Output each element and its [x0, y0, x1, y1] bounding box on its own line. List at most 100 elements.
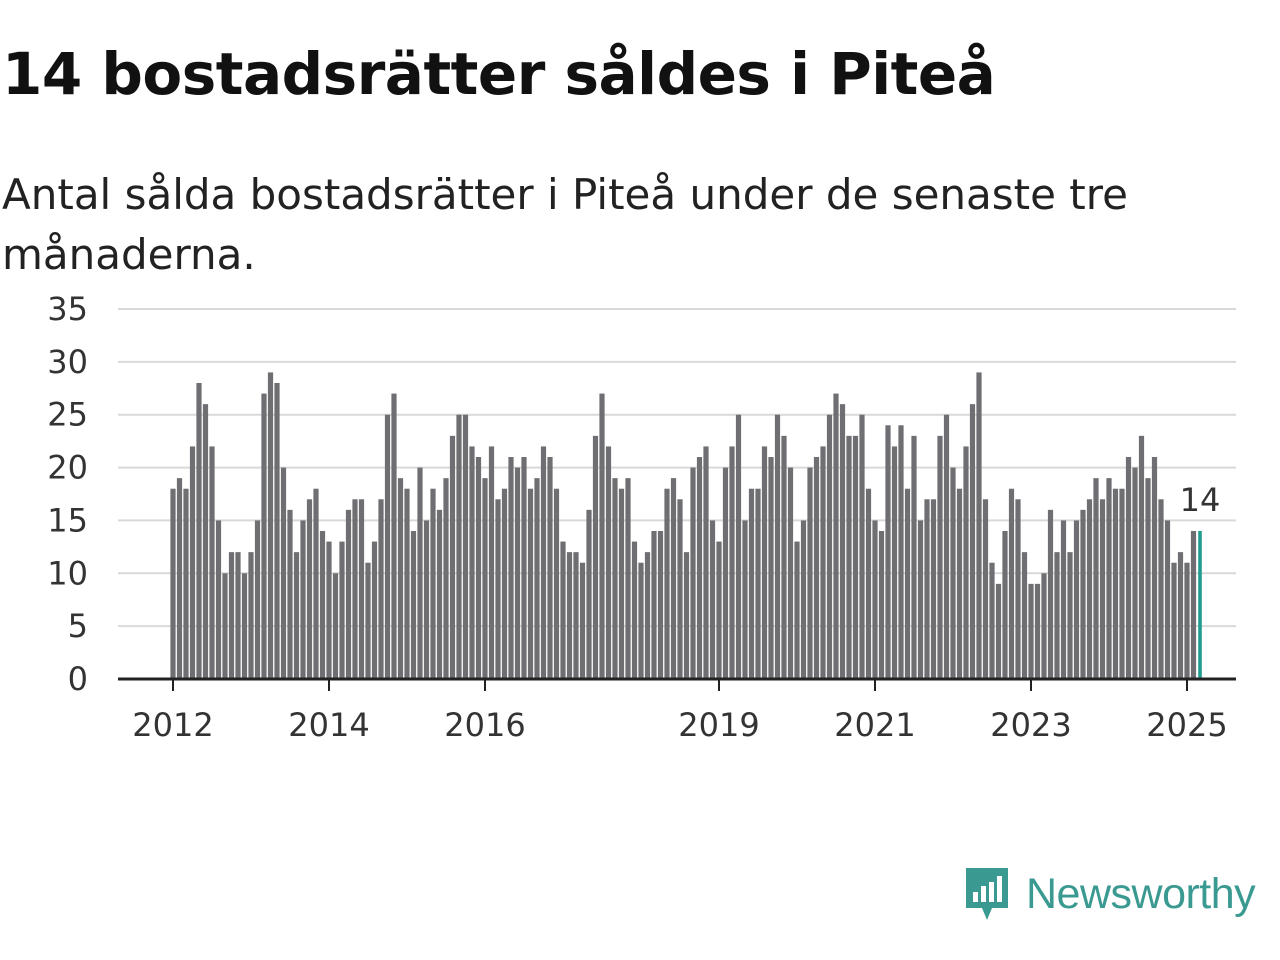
bar: [170, 488, 176, 679]
bar: [176, 478, 183, 679]
bar: [332, 573, 339, 679]
chart-subtitle: Antal sålda bostadsrätter i Piteå under …: [2, 170, 1128, 279]
bar: [586, 509, 592, 679]
bar: [293, 552, 300, 679]
bar: [319, 531, 326, 679]
bar: [566, 552, 573, 679]
x-tick-label: 2023: [990, 706, 1071, 744]
bar: [553, 488, 560, 679]
bar: [1158, 499, 1164, 679]
chart-title: 14 bostadsrätter såldes i Piteå: [2, 40, 996, 108]
bar: [573, 552, 579, 679]
bar: [989, 562, 995, 679]
bar: [1008, 488, 1015, 679]
bar: [300, 520, 306, 679]
bar: [579, 562, 586, 679]
bar: [1067, 552, 1073, 679]
bar: [365, 562, 371, 679]
bar: [937, 435, 943, 679]
bar: [313, 488, 319, 679]
bar: [690, 467, 696, 679]
bar: [430, 488, 436, 679]
bar: [1099, 499, 1106, 679]
y-tick-label: 5: [68, 607, 88, 645]
bar: [859, 414, 865, 679]
bar: [592, 435, 599, 679]
x-tick-label: 2025: [1146, 706, 1227, 744]
bar: [1151, 457, 1158, 679]
bar: [326, 541, 332, 679]
bar: [443, 478, 449, 679]
bar: [397, 478, 404, 679]
bar: [280, 467, 287, 679]
bar: [833, 393, 839, 679]
y-tick-label: 0: [68, 660, 88, 698]
bar: [189, 446, 196, 679]
bar: [846, 435, 852, 679]
bars-layer: [170, 372, 1202, 679]
bar: [287, 509, 293, 679]
bar: [917, 520, 924, 679]
bar: [254, 520, 261, 679]
bar: [956, 488, 963, 679]
bar: [963, 446, 969, 679]
bar: [274, 383, 280, 679]
bar: [911, 435, 917, 679]
bar: [248, 552, 254, 679]
bar: [1119, 488, 1125, 679]
bar: [1164, 520, 1171, 679]
bar: [631, 541, 638, 679]
bar: [826, 414, 833, 679]
bar: [488, 446, 495, 679]
bar: [1138, 435, 1145, 679]
bar: [885, 425, 891, 679]
bar: [891, 446, 898, 679]
bar: [482, 478, 488, 679]
bar: [540, 446, 547, 679]
bar: [677, 499, 683, 679]
bar: [1132, 467, 1138, 679]
bar: [1086, 499, 1093, 679]
bar: [196, 383, 202, 679]
bar: [202, 404, 209, 679]
bar: [436, 509, 443, 679]
bar: [969, 404, 976, 679]
bar: [1047, 509, 1054, 679]
bar: [495, 499, 501, 679]
bar: [794, 541, 800, 679]
bar: [1080, 509, 1086, 679]
bar: [501, 488, 508, 679]
x-tick-label: 2012: [132, 706, 213, 744]
x-tick-label: 2019: [678, 706, 759, 744]
bar: [209, 446, 215, 679]
x-tick-label: 2021: [834, 706, 915, 744]
bar: [215, 520, 222, 679]
newsworthy-logo-icon: [966, 868, 1008, 920]
bar: [1177, 552, 1184, 679]
bar: [729, 446, 735, 679]
bar: [820, 446, 826, 679]
y-tick-label: 30: [47, 343, 88, 381]
bar: [761, 446, 768, 679]
y-tick-label: 10: [47, 554, 88, 592]
bar: [235, 552, 241, 679]
bar: [508, 457, 514, 679]
bar: [534, 478, 540, 679]
bar: [456, 414, 462, 679]
bar: [1060, 520, 1067, 679]
bar: [774, 414, 781, 679]
bar: [423, 520, 430, 679]
bar: [872, 520, 878, 679]
bar: [404, 488, 410, 679]
bar: [475, 457, 482, 679]
bar: [982, 499, 989, 679]
bar: [1145, 478, 1151, 679]
y-tick-label: 25: [47, 396, 88, 434]
bar: [462, 414, 469, 679]
bar: [384, 414, 391, 679]
bar: [716, 541, 722, 679]
bar: [371, 541, 378, 679]
bar: [878, 531, 885, 679]
